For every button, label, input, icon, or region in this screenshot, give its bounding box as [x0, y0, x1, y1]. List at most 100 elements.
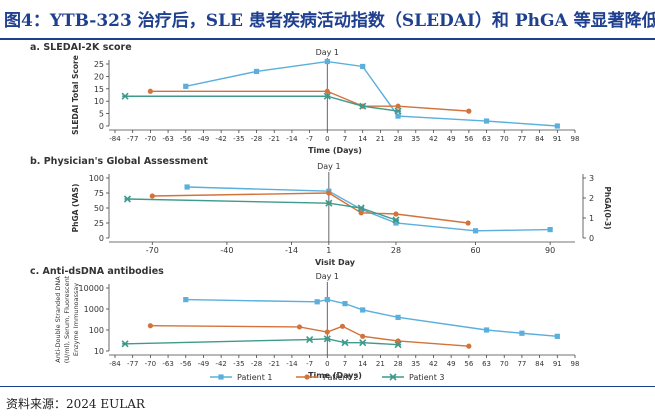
panel-1-x-label: Visit Day — [315, 258, 356, 267]
panel-1-y-tick-label: 100 — [89, 174, 104, 183]
panel-0-x-tick-label: 7 — [343, 135, 347, 143]
panel-1-x-tick-label: 60 — [470, 246, 480, 255]
panel-0-series-2-point — [324, 88, 330, 94]
panel-2-x-tick-label: -70 — [145, 360, 156, 368]
panel-0-series-1-point — [360, 63, 366, 70]
panel-0-x-tick-label: -7 — [306, 135, 313, 143]
panel-0-x-tick-label: -42 — [215, 135, 226, 143]
legend-2-marker — [304, 374, 310, 380]
panel-2-x-tick-label: 98 — [571, 360, 580, 368]
panel-1-series-2-point — [465, 220, 471, 226]
panel-2-x-tick-label: 35 — [411, 360, 420, 368]
panel-0-y-tick-label: 25 — [94, 60, 104, 69]
panel-2-x-tick-label: 70 — [500, 360, 509, 368]
panel-0-x-label: Time (Days) — [308, 146, 362, 155]
source-divider — [0, 386, 655, 387]
panel-2-series-2-point — [339, 323, 346, 329]
panel-2-y-tick-label: 1000 — [84, 305, 104, 314]
panel-2-title: c. Anti-dsDNA antibodies — [30, 266, 164, 277]
panel-0-x-tick-label: 56 — [464, 135, 473, 143]
panel-2-y-label: Anti-Double Stranded DNA — [54, 276, 62, 363]
panel-0-series-1-point — [183, 83, 189, 89]
panel-0-x-tick-label: 14 — [358, 135, 367, 143]
panel-0-series-1-line — [185, 60, 558, 127]
panel-1-series-3-point — [357, 204, 365, 212]
panel-1-day1-label: Day 1 — [317, 162, 340, 171]
panel-0-x-tick-label: -63 — [162, 135, 173, 143]
panel-0-series-3-point — [394, 107, 402, 115]
panel-2-x-tick-label: -14 — [286, 360, 298, 368]
panel-2-day1-label: Day 1 — [316, 272, 339, 281]
panel-1-x-tick-label: -14 — [285, 246, 298, 255]
panel-2-series-1-point — [183, 297, 189, 303]
panel-0-day1-label: Day 1 — [316, 48, 339, 57]
panel-1-y-tick-label: 0 — [99, 234, 104, 243]
panel-2-series-2-line — [150, 325, 469, 347]
panel-2-series-1-point — [342, 301, 348, 307]
panel-0-x-tick-label: -77 — [127, 135, 138, 143]
panel-2-x-tick-label: -56 — [180, 360, 192, 368]
panel-2-x-tick-label: 42 — [429, 360, 438, 368]
panel-2-x-tick-label: 91 — [553, 360, 562, 368]
panel-2-series-3-line — [125, 338, 399, 346]
panel-1-series-1-line — [187, 186, 551, 232]
panel-2-series-3-point — [394, 341, 402, 349]
panel-0-x-tick-label: 91 — [553, 135, 562, 143]
panel-1-series-3-line — [127, 198, 397, 221]
panel-1-series-2-point — [326, 190, 332, 196]
panel-1-y-tick-right-label: 0 — [589, 234, 594, 243]
panel-2-series-2-point — [466, 343, 472, 349]
panel-0-x-tick-label: -21 — [269, 135, 280, 143]
legend-1-marker — [218, 374, 224, 380]
panel-0-series-1-point — [554, 123, 560, 129]
panel-2-x-tick-label: -84 — [109, 360, 121, 368]
panel-2-x-tick-label: 63 — [482, 360, 491, 368]
panel-0-y-label: SLEDAI Total Score — [71, 55, 80, 135]
panel-0-y-tick-label: 10 — [94, 97, 104, 106]
panel-2-x-tick-label: -42 — [215, 360, 226, 368]
panel-1-y-tick-label: 50 — [94, 204, 104, 213]
panel-1-series-3-point — [123, 195, 131, 203]
panel-0-x-tick-label: 35 — [411, 135, 420, 143]
panel-2-x-tick-label: 0 — [325, 360, 329, 368]
panel-2-series-2-point — [360, 333, 366, 339]
panel-0-y-tick-label: 20 — [94, 72, 104, 81]
panel-1-series-2-line — [152, 192, 469, 224]
title-divider — [0, 38, 655, 40]
panel-0-series-3-line — [125, 95, 399, 112]
panel-0-x-tick-label: -14 — [286, 135, 298, 143]
panel-2-series-2-point — [147, 323, 153, 329]
panel-2-x-tick-label: 77 — [517, 360, 526, 368]
panel-0-y-tick-label: 0 — [99, 122, 104, 131]
panel-0-x-tick-label: 70 — [500, 135, 509, 143]
panel-1-x-tick-label: 90 — [545, 246, 555, 255]
panel-0-series-2-point — [395, 103, 401, 109]
panel-0-series-1-point — [324, 58, 330, 65]
legend-2-label: Patient 2 — [323, 373, 359, 382]
panel-2-series-1-point — [314, 299, 320, 305]
figure-title: 图4：YTB-323 治疗后，SLE 患者疾病活动指数（SLEDAI）和 PhG… — [4, 11, 655, 31]
panel-2-series-1-line — [185, 298, 558, 338]
panel-1-x-tick-label: -70 — [146, 246, 159, 255]
panel-2-series-3-point — [323, 335, 331, 343]
panel-1-y-tick-right-label: 2 — [589, 194, 594, 203]
panel-1-series-1-point — [393, 220, 399, 226]
panel-0-series-3-point — [359, 102, 367, 110]
panel-2-x-tick-label: -35 — [233, 360, 244, 368]
panel-0-series-1-point — [483, 118, 490, 124]
panel-1-series-3-point — [392, 216, 400, 224]
panel-0-x-tick-label: 28 — [394, 135, 403, 143]
panel-0-x-tick-label: -70 — [145, 135, 156, 143]
panel-0-series-3-point — [323, 92, 331, 100]
panel-1-y-tick-right-label: 3 — [589, 174, 594, 183]
panel-1-title: b. Physician's Global Assessment — [30, 156, 208, 167]
panel-2-x-tick-label: 49 — [447, 360, 456, 368]
panel-2-series-2-point — [324, 329, 330, 335]
panel-2-x-tick-label: -7 — [306, 360, 313, 368]
panel-2-x-tick-label: 28 — [394, 360, 403, 368]
panel-2-series-1-point — [483, 327, 490, 333]
panel-0-series-2-line — [150, 90, 469, 112]
panel-0-x-tick-label: 42 — [429, 135, 438, 143]
panel-2-x-tick-label: -49 — [198, 360, 209, 368]
